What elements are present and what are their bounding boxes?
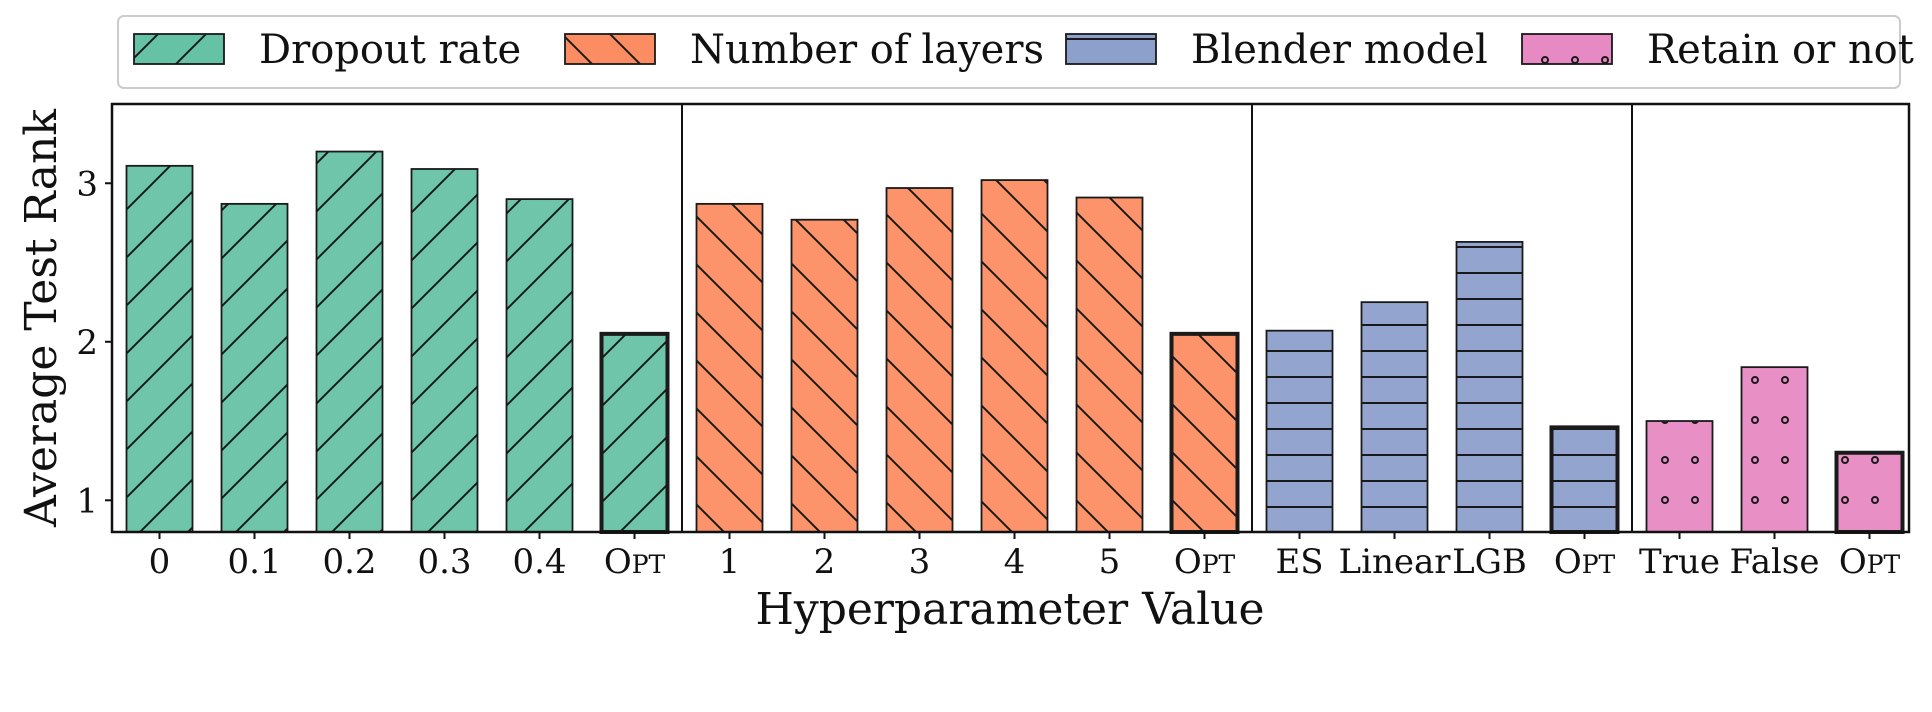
x-tick-label-0-2: 0.2 [322,542,376,582]
retain-or-not-bar-true [1645,420,1714,533]
legend-label-dropout-rate: Dropout rate [259,27,521,73]
y-tick-label-2: 2 [76,323,98,363]
blender-model-bar-opt [1549,425,1620,534]
x-tick-label-1: 1 [719,542,741,582]
x-tick-label-opt: OPT [604,542,666,582]
x-tick-label-opt: OPT [1839,542,1901,582]
x-tick-label-2: 2 [814,542,836,582]
number-of-layers-bar-3 [885,187,954,533]
dropout-rate-bar-0-3 [410,168,479,533]
blender-model-bar-lgb [1455,241,1524,533]
number-of-layers-bar-opt [1169,331,1240,534]
x-tick-label-opt: OPT [1174,542,1236,582]
y-axis-title: Average Test Rank [16,109,67,528]
number-of-layers-bar-4 [980,179,1049,533]
blender-model-bar-es [1265,329,1334,533]
x-tick-label-0-1: 0.1 [227,542,281,582]
legend: Dropout rate Number of layers Blender mode… [117,15,1914,89]
x-tick-label-0-4: 0.4 [512,542,566,582]
legend-frame [117,15,1901,89]
x-tick-label-lgb: LGB [1452,542,1527,582]
y-tick-label-1: 1 [76,481,98,521]
y-tick-label-3: 3 [76,164,98,204]
retain-or-not-bar-opt [1834,450,1905,535]
x-tick-label-0-3: 0.3 [417,542,471,582]
dropout-rate-bar-0-2 [315,150,384,533]
x-tick-label-4: 4 [1004,542,1026,582]
legend-swatch-blender-model [1065,33,1157,65]
legend-swatch-number-of-layers [564,33,656,65]
x-tick-label-linear: Linear [1339,542,1452,582]
x-tick-label-opt: OPT [1554,542,1616,582]
x-tick-label-5: 5 [1099,542,1121,582]
legend-label-blender-model: Blender model [1191,27,1488,73]
dropout-rate-bar-opt [599,331,670,534]
number-of-layers-bar-1 [695,202,764,533]
dropout-rate-bar-0-4 [505,198,574,533]
plot-frame [110,102,1911,534]
legend-swatch-dropout-rate [133,33,225,65]
x-tick-label-true: True [1639,542,1720,582]
legend-swatch-retain-or-not [1521,33,1613,65]
x-tick-label-0: 0 [149,542,171,582]
x-tick-label-es: ES [1275,542,1323,582]
retain-or-not-bar-false [1740,366,1809,533]
x-axis-title: Hyperparameter Value [755,584,1264,635]
dropout-rate-bar-0-1 [220,202,289,533]
x-tick-label-false: False [1730,542,1820,582]
legend-label-retain-or-not: Retain or not [1647,27,1914,73]
x-tick-label-3: 3 [909,542,931,582]
blender-model-bar-linear [1360,301,1429,533]
number-of-layers-bar-2 [790,218,859,533]
dropout-rate-bar-0 [125,164,194,533]
number-of-layers-bar-5 [1075,196,1144,533]
plot-area: 1 2 3 0 0.1 0.2 0.3 0.4 OPT 1 2 3 4 5 OPT ES Linear LGB O… [76,102,1911,582]
legend-label-number-of-layers: Number of layers [690,27,1044,73]
